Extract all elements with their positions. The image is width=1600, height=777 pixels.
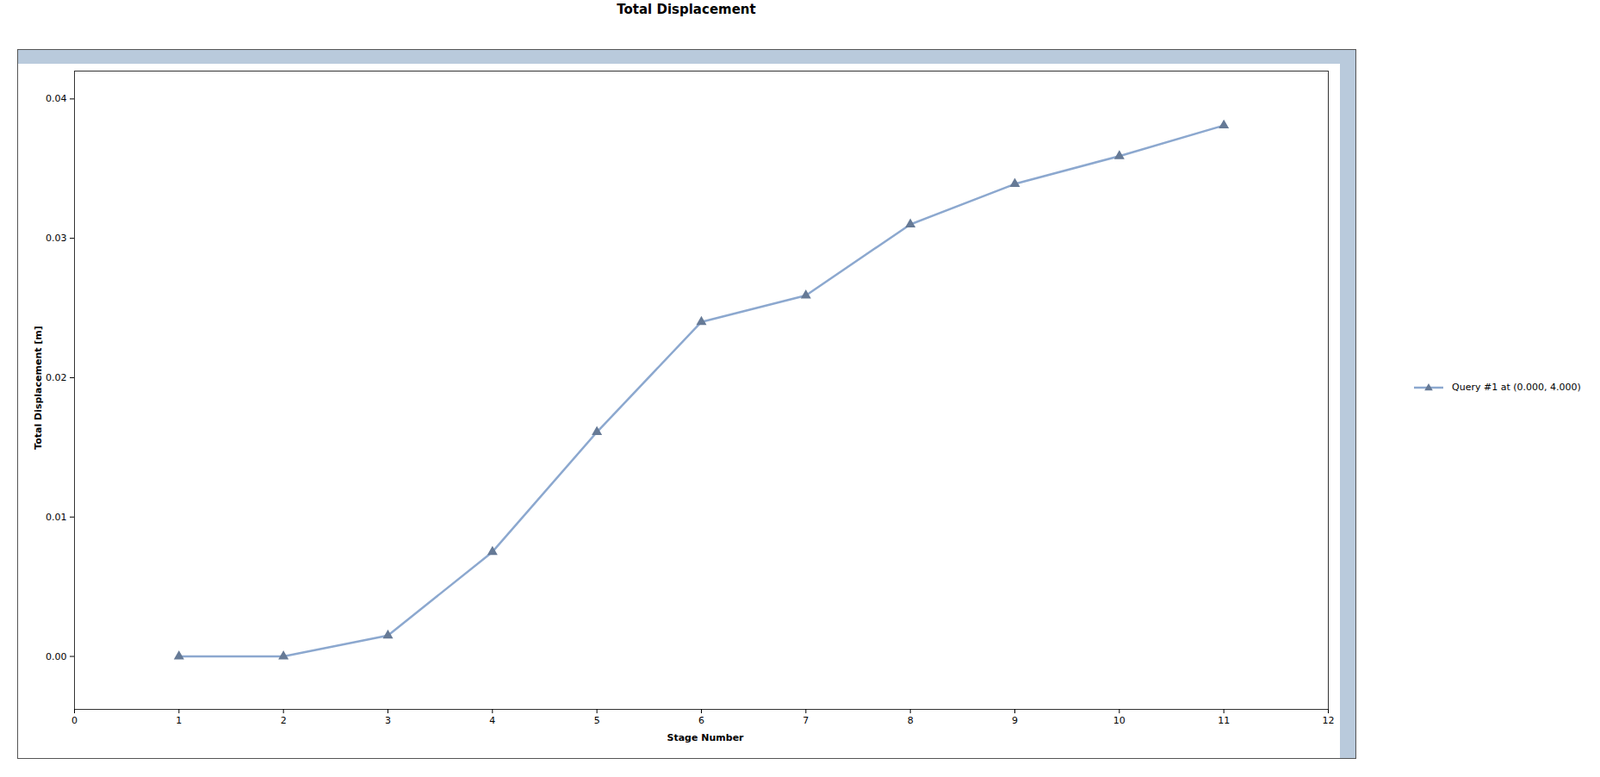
svg-text:6: 6 — [698, 714, 705, 726]
svg-text:2: 2 — [280, 714, 287, 726]
svg-text:0.04: 0.04 — [45, 93, 68, 105]
html-text:Total Displacement: Total Displacement — [616, 1, 756, 18]
html-text:Total Displacement [m]: Total Displacement [m] — [32, 325, 44, 450]
svg-text:0.02: 0.02 — [45, 372, 68, 384]
html-text:Query #1 at (0.000, 4.000): Query #1 at (0.000, 4.000) — [1451, 381, 1581, 393]
svg-text:9: 9 — [1011, 714, 1018, 726]
svg-text:3: 3 — [384, 714, 391, 726]
svg-text:0.03: 0.03 — [45, 232, 68, 244]
html-text:Stage Number: Stage Number — [666, 731, 744, 744]
svg-text:1: 1 — [175, 714, 182, 726]
svg-text:5: 5 — [594, 714, 601, 726]
svg-text:10: 10 — [1113, 714, 1126, 726]
svg-text:11: 11 — [1217, 714, 1230, 726]
svg-text:12: 12 — [1322, 714, 1335, 726]
svg-text:0: 0 — [71, 714, 78, 726]
svg-text:0.01: 0.01 — [45, 511, 68, 523]
svg-text:0.00: 0.00 — [45, 651, 68, 663]
svg-text:4: 4 — [489, 714, 496, 726]
svg-text:7: 7 — [802, 714, 809, 726]
svg-text:8: 8 — [907, 714, 914, 726]
